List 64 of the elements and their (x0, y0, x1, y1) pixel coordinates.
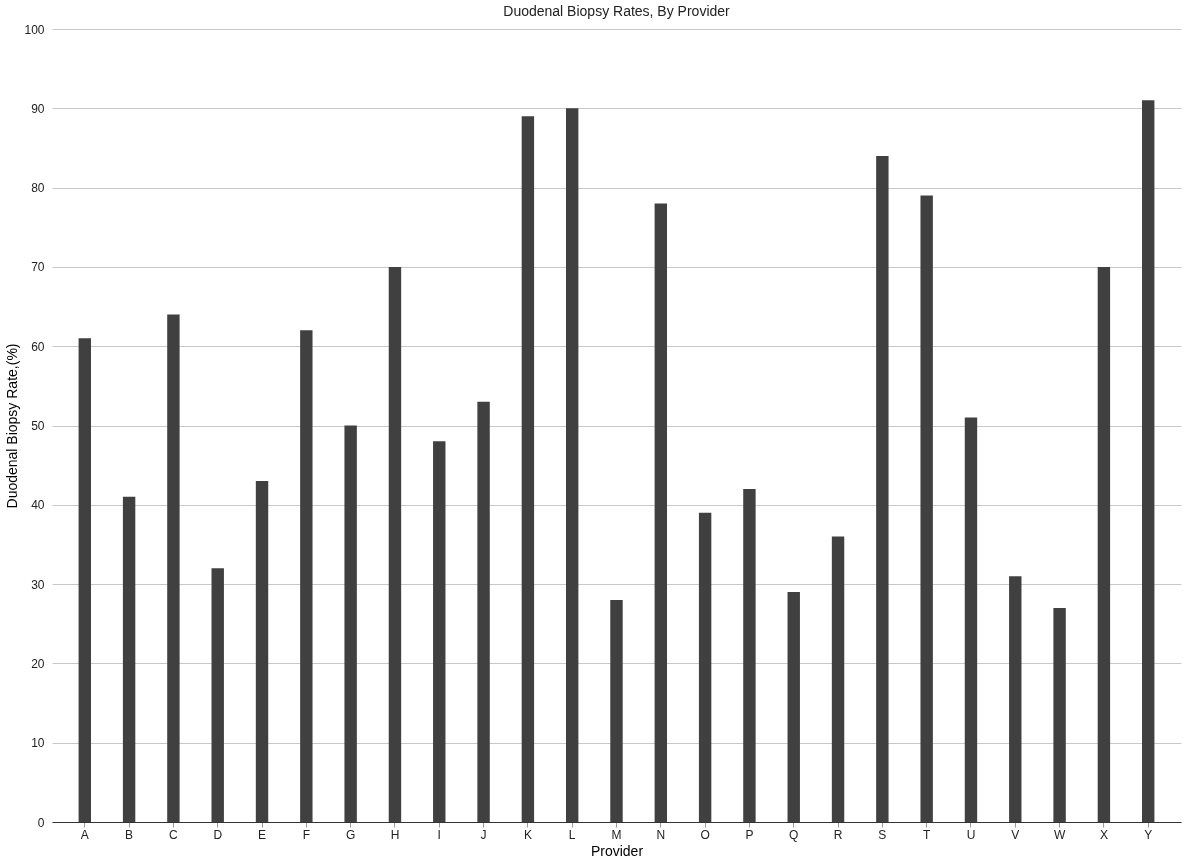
x-tick-label: C (169, 827, 179, 842)
x-tick-label: O (700, 827, 710, 842)
x-tick-label: J (480, 827, 487, 842)
y-tick-label: 80 (31, 181, 45, 196)
x-tick-label: D (213, 827, 223, 842)
bar (698, 512, 712, 822)
y-tick-label: 0 (37, 815, 45, 830)
bar (344, 425, 357, 822)
bar (477, 401, 490, 822)
bar (167, 314, 180, 822)
x-tick-label: X (1099, 827, 1108, 842)
x-tick-label: P (745, 827, 754, 842)
y-axis-title: Duodenal Biopsy Rate,(%) (4, 343, 21, 509)
x-tick-label: W (1053, 827, 1066, 842)
bar (78, 338, 91, 822)
bar (122, 496, 136, 822)
y-tick-label: 40 (31, 498, 45, 513)
bar (787, 592, 800, 822)
y-tick-label: 90 (31, 101, 45, 116)
x-tick-label: U (966, 827, 976, 842)
bar (654, 203, 668, 822)
bar (211, 568, 224, 822)
y-tick-label: 60 (31, 339, 45, 354)
x-tick-label: G (345, 827, 356, 842)
bar (300, 330, 313, 822)
x-tick-label: T (922, 827, 931, 842)
x-tick-label: R (833, 827, 843, 842)
x-tick-label: I (437, 827, 441, 842)
x-tick-label: N (656, 827, 666, 842)
bar (1097, 266, 1111, 822)
x-tick-label: Q (789, 827, 799, 842)
bar (743, 488, 756, 822)
y-tick-label: 70 (31, 260, 45, 275)
x-tick-label: Y (1144, 827, 1153, 842)
y-tick-label: 30 (31, 577, 45, 592)
bar (920, 195, 933, 822)
x-tick-label: B (125, 827, 134, 842)
x-tick-label: L (568, 827, 576, 842)
x-tick-label: F (302, 827, 311, 842)
bar (521, 116, 535, 822)
bar (610, 599, 623, 822)
bar (255, 481, 269, 822)
x-tick-label: A (80, 827, 89, 842)
y-tick-label: 20 (31, 656, 45, 671)
bar (1053, 607, 1066, 822)
y-tick-label: 10 (31, 736, 45, 751)
x-tick-label: H (390, 827, 400, 842)
chart-title: Duodenal Biopsy Rates, By Provider (503, 3, 731, 19)
x-tick-label: V (1011, 827, 1020, 842)
bar (964, 417, 978, 822)
bar (1142, 100, 1155, 822)
y-tick-label: 100 (24, 22, 45, 37)
bar (876, 155, 889, 822)
bar (565, 108, 579, 822)
x-tick-label: S (878, 827, 887, 842)
bar (831, 536, 845, 822)
x-axis-title: Provider (590, 842, 644, 859)
x-tick-label: M (611, 827, 622, 842)
bar (433, 441, 446, 822)
x-tick-label: E (258, 827, 267, 842)
bar (388, 266, 402, 822)
y-tick-label: 50 (31, 419, 45, 433)
bar (1009, 576, 1022, 822)
x-tick-label: K (523, 827, 532, 842)
